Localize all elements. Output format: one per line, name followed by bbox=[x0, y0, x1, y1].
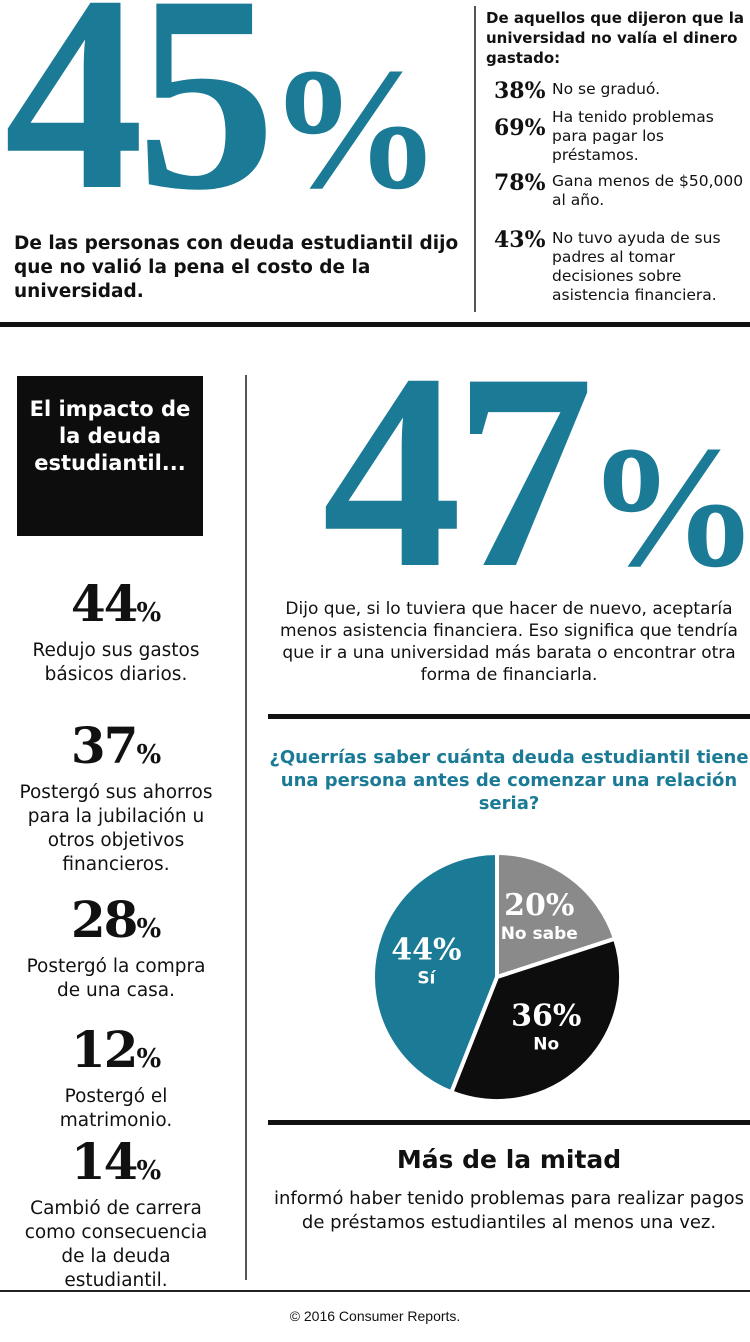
headline-pct: % bbox=[268, 32, 442, 225]
stat-value: 37 bbox=[70, 716, 139, 775]
section-divider bbox=[268, 1120, 750, 1125]
stat-value: 44 bbox=[70, 574, 139, 633]
stat-pct: % bbox=[136, 598, 162, 628]
headline-45-percent: 45% bbox=[4, 0, 442, 233]
divider bbox=[474, 6, 476, 312]
copyright: © 2016 Consumer Reports. bbox=[289, 1308, 461, 1324]
column-divider bbox=[245, 375, 247, 1280]
stat-value: 14 bbox=[70, 1132, 139, 1191]
stat-text: Postergó sus ahorros para la jubilación … bbox=[19, 782, 213, 875]
impact-stat: 28% Postergó la compra de una casa. bbox=[0, 894, 232, 1003]
stat-text: Postergó la compra de una casa. bbox=[26, 956, 206, 1001]
stat-value: 43% bbox=[494, 227, 546, 253]
impact-stat: 14% Cambió de carrera como consecuencia d… bbox=[0, 1136, 232, 1293]
stat-pct: % bbox=[136, 1044, 162, 1074]
stat-text: No tuvo ayuda de sus padres al tomar dec… bbox=[552, 229, 721, 304]
feature-text: Dijo que, si lo tuviera que hacer de nue… bbox=[280, 599, 738, 685]
pie-slice-0 bbox=[495, 850, 618, 980]
stat-value: 12 bbox=[70, 1020, 139, 1079]
impact-stat: 12% Postergó el matrimonio. bbox=[0, 1024, 232, 1133]
stat-item: 69% Ha tenido problemas para pagar los pr… bbox=[494, 108, 750, 165]
stat-text: No se graduó. bbox=[552, 80, 661, 98]
stat-pct: % bbox=[136, 1156, 162, 1186]
pie-value-label: 36% bbox=[511, 998, 581, 1033]
bottom-heading: Más de la mitad bbox=[396, 1145, 622, 1174]
stat-text: Ha tenido problemas para pagar los prést… bbox=[552, 108, 714, 164]
impact-stat: 37% Postergó sus ahorros para la jubilaci… bbox=[0, 720, 232, 877]
stat-pct: % bbox=[136, 740, 162, 770]
stat-text: Postergó el matrimonio. bbox=[59, 1086, 173, 1131]
stat-item: 43% No tuvo ayuda de sus padres al tomar … bbox=[494, 229, 750, 305]
stat-item: 78% Gana menos de $50,000 al año. bbox=[494, 172, 750, 210]
stat-value: 69% bbox=[494, 115, 546, 141]
headline-text: De las personas con deuda estudiantil di… bbox=[14, 233, 459, 302]
pie-slice-1 bbox=[448, 936, 623, 1103]
section-divider bbox=[0, 322, 750, 327]
feature-47-percent: 47% bbox=[322, 331, 750, 611]
stat-value: 28 bbox=[70, 890, 139, 949]
impact-title: El impacto de la deuda estudiantil... bbox=[17, 376, 203, 536]
pie-value-label: 20% bbox=[504, 888, 574, 923]
pie-value-label: 44% bbox=[391, 933, 461, 968]
impact-stat: 44% Redujo sus gastos básicos diarios. bbox=[0, 578, 232, 687]
stat-text: Gana menos de $50,000 al año. bbox=[552, 172, 744, 209]
feature-number: 47 bbox=[322, 315, 594, 626]
pie-slice-2 bbox=[371, 850, 499, 1095]
pie-title: ¿Querrías saber cuánta deuda estudiantil… bbox=[269, 747, 749, 814]
pie-category-label: Sí bbox=[417, 969, 436, 989]
stat-item: 38% No se graduó. bbox=[494, 80, 750, 102]
feature-pct: % bbox=[586, 410, 750, 603]
stat-text: Cambió de carrera como consecuencia de l… bbox=[24, 1198, 208, 1291]
stat-value: 38% bbox=[494, 78, 546, 104]
stat-text: Redujo sus gastos básicos diarios. bbox=[32, 640, 200, 685]
pie-category-label: No bbox=[533, 1034, 559, 1054]
pie-category-label: No sabe bbox=[501, 924, 578, 944]
headline-number: 45 bbox=[4, 0, 276, 248]
stat-value: 78% bbox=[494, 170, 546, 196]
pie-chart: 20%No sabe 36%No 44%Sí bbox=[371, 850, 623, 1103]
footer-divider bbox=[0, 1290, 750, 1292]
stat-pct: % bbox=[136, 914, 162, 944]
section-divider bbox=[268, 714, 750, 719]
bottom-text: informó haber tenido problemas para real… bbox=[273, 1188, 745, 1233]
sub-heading: De aquellos que dijeron que la universid… bbox=[486, 9, 744, 67]
